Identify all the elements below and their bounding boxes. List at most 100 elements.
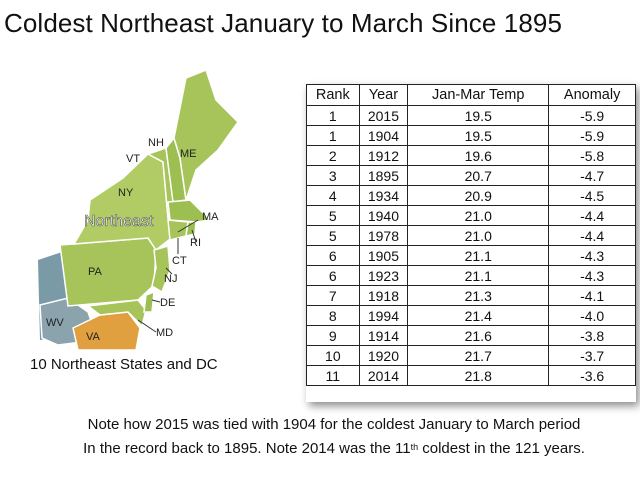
cell-rank: 5: [306, 205, 360, 226]
cell-year: 1994: [358, 305, 409, 326]
cell-temp: 21.4: [407, 305, 550, 326]
cell-rank: 6: [306, 265, 360, 286]
map-label-de: DE: [160, 297, 175, 309]
cell-rank: 4: [306, 185, 360, 206]
map-label-va: VA: [86, 331, 101, 343]
cell-anomaly: -4.1: [548, 285, 636, 306]
table-row: 9 1914 21.6 -3.8: [306, 325, 636, 346]
table-body: 1 2015 19.5 -5.9 1 1904 19.5 -5.9 2 1912 19.6 -5.8 3…: [306, 105, 636, 386]
cell-rank: 10: [306, 345, 360, 366]
table-row: 5 1940 21.0 -4.4: [306, 205, 636, 226]
cell-temp: 21.0: [407, 205, 550, 226]
cell-temp: 21.8: [407, 365, 550, 386]
table-row: 1 2015 19.5 -5.9: [306, 105, 636, 126]
cell-anomaly: -4.4: [548, 205, 636, 226]
table-row: 3 1895 20.7 -4.7: [306, 165, 636, 186]
cell-rank: 2: [306, 145, 360, 166]
table-row: 1 1904 19.5 -5.9: [306, 125, 636, 146]
cell-anomaly: -4.4: [548, 225, 636, 246]
cell-year: 1904: [358, 125, 409, 146]
map-label-ri: RI: [190, 237, 201, 249]
map-state-me: [173, 69, 239, 201]
table-row: 6 1905 21.1 -4.3: [306, 245, 636, 266]
map-label-ma: MA: [202, 211, 219, 223]
cell-temp: 20.7: [407, 165, 550, 186]
map-label-nh: NH: [148, 137, 164, 149]
table-row: 8 1994 21.4 -4.0: [306, 305, 636, 326]
map-label-md: MD: [156, 327, 173, 339]
note-line-2-sup: th: [410, 442, 419, 452]
table-row: 7 1918 21.3 -4.1: [306, 285, 636, 306]
cell-anomaly: -5.8: [548, 145, 636, 166]
cell-year: 1895: [358, 165, 409, 186]
page-title: Coldest Northeast January to March Since…: [4, 8, 563, 38]
cell-anomaly: -4.7: [548, 165, 636, 186]
map-label-wv: WV: [46, 317, 64, 329]
cell-temp: 21.7: [407, 345, 550, 366]
map-label-pa: PA: [88, 266, 103, 278]
cell-year: 1978: [358, 225, 409, 246]
col-header-rank: Rank: [306, 84, 360, 106]
table-row: 6 1923 21.1 -4.3: [306, 265, 636, 286]
cell-rank: 6: [306, 245, 360, 266]
note-line-2: In the record back to 1895. Note 2014 wa…: [34, 437, 634, 461]
col-header-anomaly: Anomaly: [548, 84, 636, 106]
map-state-de: [143, 290, 155, 313]
map-label-me: ME: [180, 148, 197, 160]
note-line-1: Note how 2015 was tied with 1904 for the…: [87, 416, 581, 433]
cell-year: 1923: [358, 265, 409, 286]
note-line-2-end: coldest in the 121 years.: [418, 440, 585, 457]
map-state-pa: [59, 237, 157, 307]
cell-anomaly: -3.8: [548, 325, 636, 346]
cell-rank: 1: [306, 105, 360, 126]
cell-rank: 1: [306, 125, 360, 146]
cell-year: 2015: [358, 105, 409, 126]
map-state-nj: [151, 245, 171, 294]
table-row: 4 1934 20.9 -4.5: [306, 185, 636, 206]
col-header-year: Year: [358, 84, 409, 106]
map-caption: 10 Northeast States and DC: [30, 356, 218, 373]
cell-year: 1920: [358, 345, 409, 366]
cell-anomaly: -4.0: [548, 305, 636, 326]
cell-rank: 11: [306, 365, 360, 386]
northeast-map: NH ME VT NY MA RI CT PA NJ DE WV VA MD N…: [28, 50, 298, 355]
cell-temp: 19.5: [407, 105, 550, 126]
table-row: 10 1920 21.7 -3.7: [306, 345, 636, 366]
cell-year: 1934: [358, 185, 409, 206]
cell-year: 1918: [358, 285, 409, 306]
table-row: 11 2014 21.8 -3.6: [306, 365, 636, 386]
cell-year: 1905: [358, 245, 409, 266]
cell-anomaly: -4.3: [548, 245, 636, 266]
table-header-row: Rank Year Jan-Mar Temp Anomaly: [306, 84, 636, 106]
cell-temp: 21.3: [407, 285, 550, 306]
map-state-ny: [72, 153, 175, 252]
cell-temp: 21.1: [407, 245, 550, 266]
map-label-vt: VT: [126, 153, 140, 165]
cell-temp: 19.6: [407, 145, 550, 166]
col-header-temp: Jan-Mar Temp: [407, 84, 550, 106]
cell-anomaly: -4.5: [548, 185, 636, 206]
table-row: 2 1912 19.6 -5.8: [306, 145, 636, 166]
cell-anomaly: -5.9: [548, 125, 636, 146]
cell-rank: 9: [306, 325, 360, 346]
cell-year: 2014: [358, 365, 409, 386]
cell-anomaly: -4.3: [548, 265, 636, 286]
cell-temp: 21.6: [407, 325, 550, 346]
cell-year: 1940: [358, 205, 409, 226]
cell-year: 1914: [358, 325, 409, 346]
map-label-nj: NJ: [164, 273, 177, 285]
map-state-ct: [167, 219, 189, 241]
cell-anomaly: -5.9: [548, 105, 636, 126]
cell-temp: 20.9: [407, 185, 550, 206]
coldest-table: Rank Year Jan-Mar Temp Anomaly 1 2015 19.5…: [306, 84, 636, 386]
notes: Note how 2015 was tied with 1904 for the…: [34, 413, 634, 461]
map-state-md: [86, 299, 147, 328]
cell-temp: 19.5: [407, 125, 550, 146]
cell-temp: 21.0: [407, 225, 550, 246]
cell-anomaly: -3.7: [548, 345, 636, 366]
cell-anomaly: -3.6: [548, 365, 636, 386]
map-region-label: Northeast: [84, 213, 154, 230]
cell-year: 1912: [358, 145, 409, 166]
cell-rank: 7: [306, 285, 360, 306]
map-label-ct: CT: [172, 255, 187, 267]
